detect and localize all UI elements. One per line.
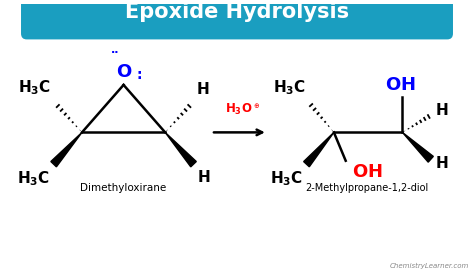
Text: $\mathbf{H_3C}$: $\mathbf{H_3C}$: [273, 78, 307, 97]
Polygon shape: [165, 132, 196, 167]
Polygon shape: [51, 132, 82, 167]
Text: $\mathbf{H}$: $\mathbf{H}$: [196, 81, 209, 97]
Text: $\mathbf{H}$: $\mathbf{H}$: [435, 155, 448, 171]
Text: ChemistryLearner.com: ChemistryLearner.com: [389, 263, 469, 269]
Text: $\mathbf{H}$: $\mathbf{H}$: [197, 169, 210, 185]
Text: $\mathbf{H_3C}$: $\mathbf{H_3C}$: [18, 78, 51, 97]
Polygon shape: [402, 132, 433, 162]
Text: $^{\oplus}$: $^{\oplus}$: [253, 103, 260, 113]
Text: 2-Methylpropane-1,2-diol: 2-Methylpropane-1,2-diol: [305, 183, 428, 193]
Text: $\mathbf{H_3C}$: $\mathbf{H_3C}$: [270, 169, 303, 188]
Text: ··: ··: [111, 48, 119, 58]
Text: $\mathbf{H_3C}$: $\mathbf{H_3C}$: [17, 169, 50, 188]
Text: Dimethyloxirane: Dimethyloxirane: [81, 183, 167, 193]
Polygon shape: [304, 132, 334, 167]
Text: $\mathbf{H}$: $\mathbf{H}$: [435, 102, 448, 118]
Text: $\mathbf{OH}$: $\mathbf{OH}$: [352, 163, 383, 181]
Text: $\mathbf{H_3O}$: $\mathbf{H_3O}$: [225, 102, 253, 117]
Text: :: :: [137, 68, 142, 82]
Text: $\mathbf{OH}$: $\mathbf{OH}$: [385, 76, 415, 94]
FancyBboxPatch shape: [21, 0, 453, 39]
Text: O: O: [116, 63, 131, 81]
Text: Epoxide Hydrolysis: Epoxide Hydrolysis: [125, 2, 349, 22]
